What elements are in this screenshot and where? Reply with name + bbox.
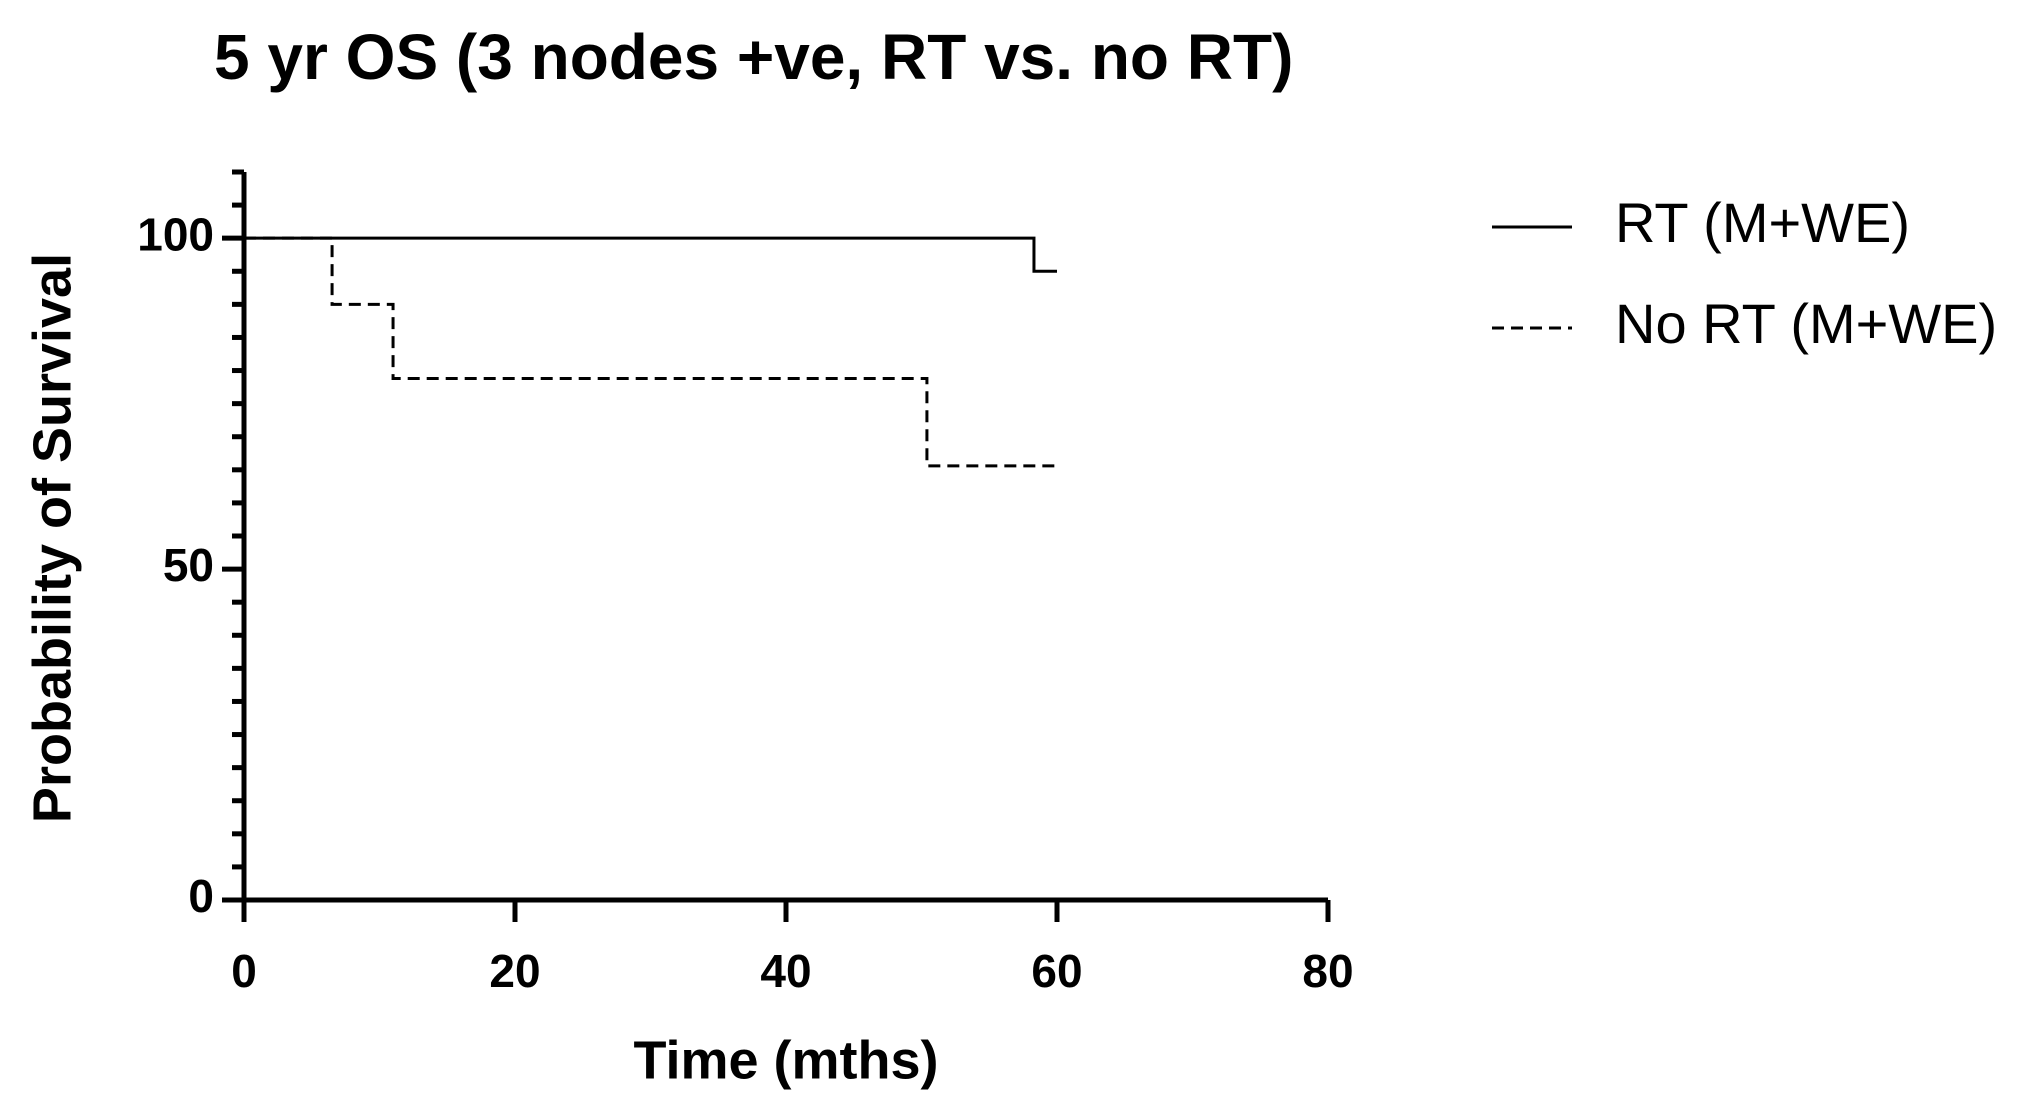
survival-curve <box>244 236 1057 273</box>
legend-label: RT (M+WE) <box>1615 191 1910 254</box>
legend-label: No RT (M+WE) <box>1615 292 1997 355</box>
x-tick-label: 40 <box>760 945 811 997</box>
x-tick-label: 0 <box>231 945 257 997</box>
x-tick-label: 60 <box>1031 945 1082 997</box>
x-tick-label: 80 <box>1302 945 1353 997</box>
y-tick-label: 0 <box>188 870 214 922</box>
y-tick-label: 100 <box>137 208 214 260</box>
x-axis-label: Time (mths) <box>633 1030 938 1090</box>
chart-title: 5 yr OS (3 nodes +ve, RT vs. no RT) <box>214 21 1293 93</box>
y-axis-label: Probability of Survival <box>22 253 82 823</box>
y-tick-label: 50 <box>163 539 214 591</box>
x-tick-label: 20 <box>489 945 540 997</box>
survival-curve <box>244 236 1057 468</box>
